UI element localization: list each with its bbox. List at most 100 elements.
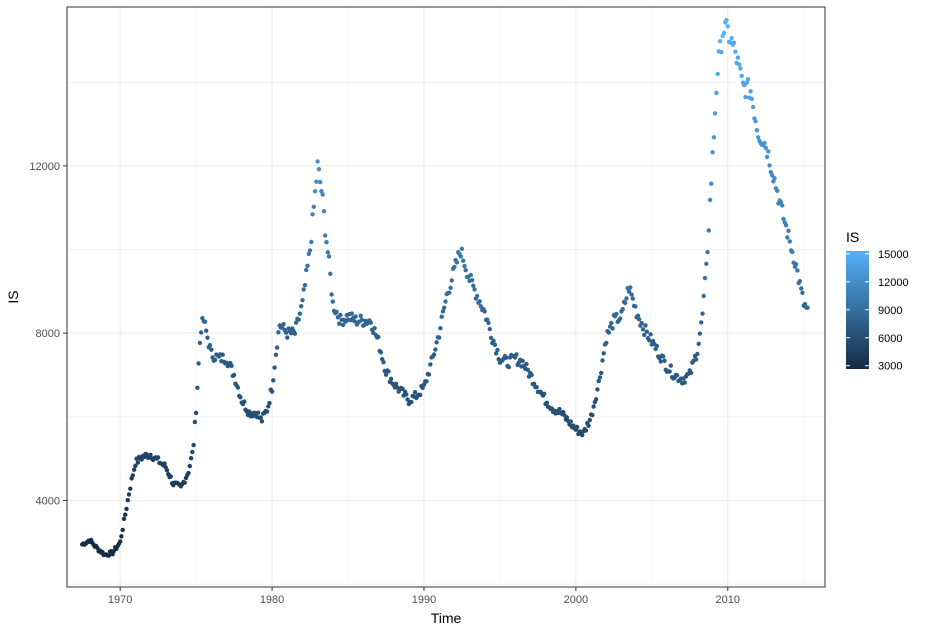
legend-tick-label: 3000 xyxy=(878,361,902,373)
data-point xyxy=(358,313,363,318)
data-point xyxy=(323,233,328,238)
data-point xyxy=(304,267,309,273)
data-point xyxy=(164,468,170,473)
data-point xyxy=(393,381,399,386)
data-point xyxy=(454,260,460,265)
data-point xyxy=(258,415,263,420)
y-axis-title: IS xyxy=(5,290,21,303)
data-point xyxy=(148,452,153,457)
data-point xyxy=(235,385,241,390)
data-point xyxy=(130,473,135,478)
legend-title: IS xyxy=(846,229,859,245)
data-point xyxy=(593,397,599,402)
x-tick-label: 2000 xyxy=(564,594,588,606)
x-tick-label: 1970 xyxy=(108,594,132,606)
data-point xyxy=(359,317,365,322)
data-point xyxy=(220,352,225,357)
data-point xyxy=(753,119,758,124)
data-point xyxy=(207,343,213,348)
data-point xyxy=(754,128,760,133)
data-point xyxy=(388,376,394,381)
data-point xyxy=(376,334,381,340)
data-point xyxy=(795,268,800,273)
data-point xyxy=(409,399,414,405)
data-point xyxy=(168,474,173,479)
data-point xyxy=(802,302,808,307)
data-point xyxy=(735,55,741,60)
data-point xyxy=(306,251,311,257)
data-point xyxy=(320,192,325,197)
data-point xyxy=(229,363,234,368)
data-point xyxy=(642,332,647,338)
data-point xyxy=(264,409,270,414)
data-point xyxy=(447,290,452,295)
data-point xyxy=(600,358,605,363)
data-point xyxy=(461,258,466,263)
data-point xyxy=(654,343,660,349)
data-point xyxy=(121,516,127,522)
data-point xyxy=(710,150,715,155)
data-point xyxy=(704,261,709,266)
data-point xyxy=(712,111,718,116)
data-point xyxy=(695,351,700,357)
data-point xyxy=(412,390,418,395)
data-point xyxy=(126,492,132,497)
data-point xyxy=(493,351,499,356)
data-point xyxy=(799,286,804,291)
data-point xyxy=(797,279,803,284)
data-point xyxy=(749,96,754,102)
data-point xyxy=(597,375,603,380)
data-point xyxy=(472,287,477,292)
data-point xyxy=(626,289,632,294)
data-point xyxy=(514,352,519,357)
data-point xyxy=(781,216,786,222)
data-point xyxy=(119,534,124,539)
data-point xyxy=(542,391,547,396)
data-point xyxy=(452,264,457,270)
x-tick-label: 2010 xyxy=(716,594,740,606)
data-point xyxy=(478,304,484,309)
data-point xyxy=(272,365,277,370)
data-point xyxy=(271,378,276,383)
data-point xyxy=(155,455,161,460)
data-point xyxy=(238,395,243,400)
data-point xyxy=(319,189,324,194)
data-point xyxy=(283,330,289,335)
data-point xyxy=(769,173,775,178)
data-point xyxy=(267,400,272,406)
data-point xyxy=(491,338,496,344)
data-point xyxy=(106,553,112,558)
data-point xyxy=(309,239,314,245)
data-point xyxy=(487,326,492,332)
data-point xyxy=(574,424,580,430)
data-point xyxy=(325,250,330,255)
data-point xyxy=(318,179,323,185)
data-point xyxy=(188,456,194,461)
panel-border xyxy=(66,6,826,588)
data-point xyxy=(131,467,137,472)
data-point xyxy=(468,272,473,278)
data-point xyxy=(693,357,699,362)
data-point xyxy=(635,313,641,318)
data-point xyxy=(381,360,386,365)
data-point xyxy=(590,412,595,418)
data-point xyxy=(682,380,687,385)
data-point xyxy=(764,154,770,160)
data-point xyxy=(477,299,482,304)
data-point xyxy=(620,307,625,312)
data-point xyxy=(474,293,480,299)
data-point xyxy=(733,49,738,54)
data-point xyxy=(783,223,789,228)
data-point xyxy=(448,285,453,290)
data-point xyxy=(647,338,652,343)
data-point xyxy=(524,361,529,367)
data-point xyxy=(623,300,628,306)
data-point xyxy=(443,299,448,304)
data-point xyxy=(334,309,339,315)
data-point xyxy=(697,331,703,336)
data-point xyxy=(293,320,299,325)
data-point xyxy=(786,228,791,233)
data-point xyxy=(709,181,714,186)
panel-background xyxy=(67,7,825,587)
